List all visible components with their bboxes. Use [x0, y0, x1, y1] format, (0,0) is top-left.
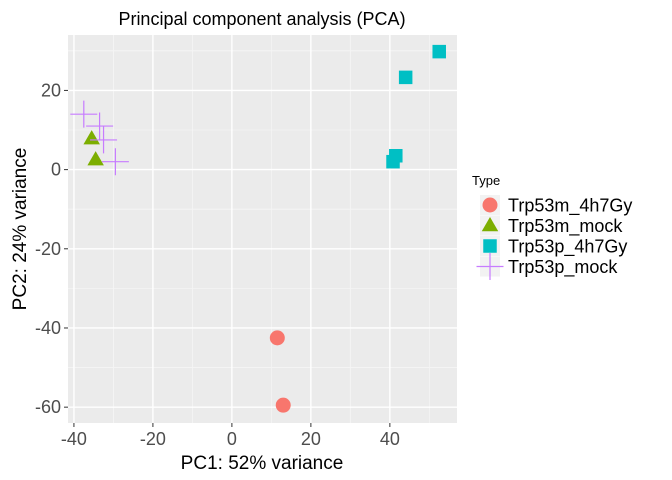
- data-point-square: [432, 44, 446, 59]
- data-point-plus: [101, 148, 129, 176]
- legend-label: Trp53m_mock: [508, 216, 623, 237]
- y-tick-label: 20: [41, 80, 61, 100]
- data-point-plus: [70, 100, 98, 128]
- data-point-circle: [275, 397, 291, 413]
- chart-title: Principal component analysis (PCA): [118, 9, 405, 29]
- data-point-square: [386, 154, 400, 169]
- data-point-plus: [90, 126, 118, 154]
- x-tick-label: 40: [380, 429, 400, 449]
- legend: Type Trp53m_4h7GyTrp53m_mockTrp53p_4h7Gy…: [472, 173, 632, 280]
- data-point-circle: [269, 330, 285, 346]
- x-axis-title: PC1: 52% variance: [181, 453, 344, 474]
- legend-label: Trp53m_4h7Gy: [508, 196, 632, 217]
- legend-label: Trp53p_4h7Gy: [508, 237, 627, 258]
- x-tick-label: -20: [140, 429, 166, 449]
- legend-key-triangle: [481, 216, 499, 232]
- y-tick-label: -60: [35, 397, 61, 417]
- data-point-triangle: [87, 151, 104, 166]
- grid-lines: [68, 35, 457, 423]
- y-tick-label: -40: [35, 318, 61, 338]
- legend-label: Trp53p_mock: [508, 257, 618, 278]
- x-tick-label: 20: [301, 429, 321, 449]
- y-tick-label: -20: [35, 239, 61, 259]
- plot-panel: [68, 35, 457, 423]
- legend-key-plus: [476, 253, 504, 280]
- x-tick-label: -40: [61, 429, 87, 449]
- y-axis-title: PC2: 24% variance: [10, 148, 31, 311]
- data-point-triangle: [83, 130, 100, 145]
- data-point-square: [398, 70, 413, 85]
- data-points: [70, 44, 446, 413]
- legend-key-square: [483, 239, 497, 253]
- data-point-plus: [86, 112, 114, 140]
- y-tick-label: 0: [51, 160, 61, 180]
- legend-key-circle: [482, 197, 498, 213]
- legend-title: Type: [472, 173, 500, 188]
- x-tick-label: 0: [227, 429, 237, 449]
